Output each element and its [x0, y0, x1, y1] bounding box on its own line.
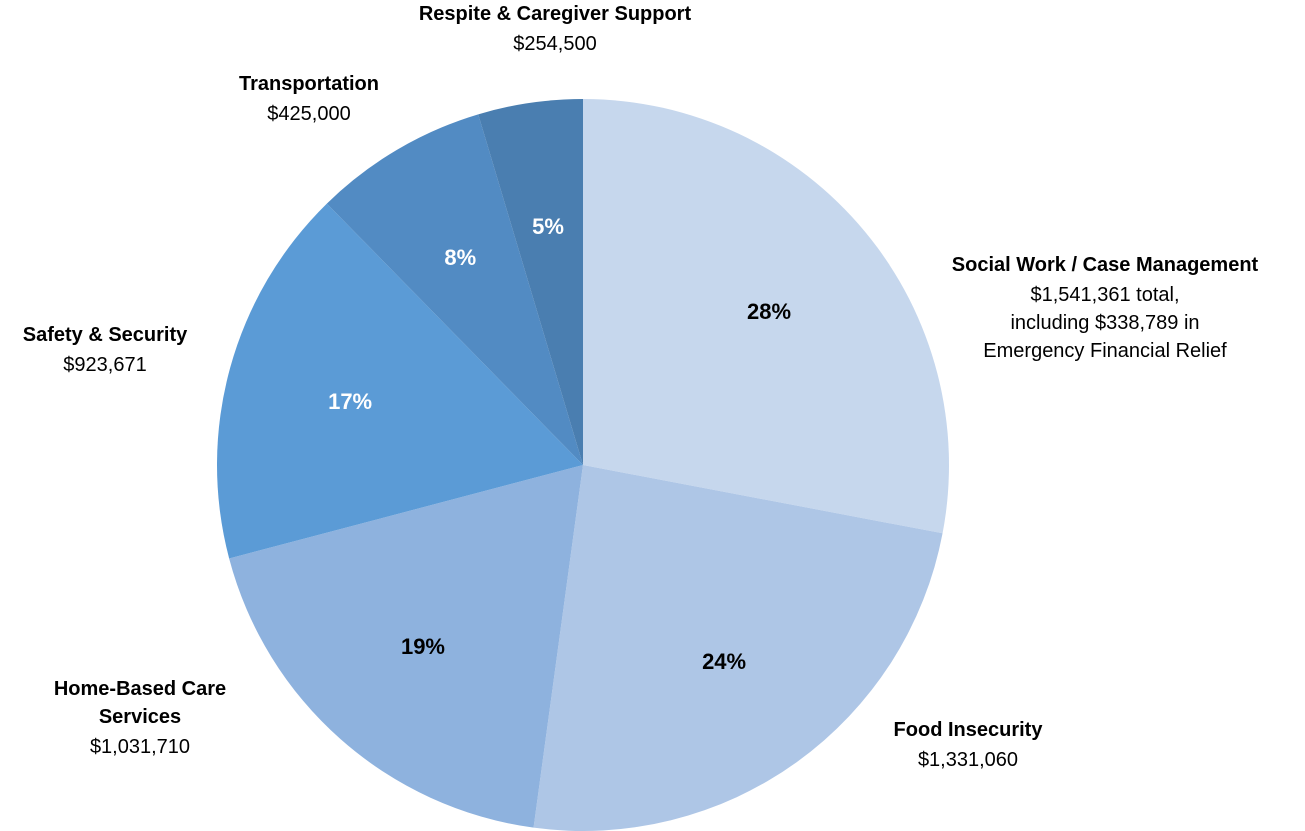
value-label: $1,331,060 [918, 749, 1018, 771]
value-label: $425,000 [267, 103, 350, 125]
category-labels: Social Work / Case Management $1,541,361 … [23, 3, 1259, 771]
value-label: $923,671 [63, 354, 146, 376]
value-label: $1,541,361 total, including $338,789 in Em… [983, 284, 1227, 362]
percent-label: 5% [532, 214, 564, 239]
pie-slice [478, 99, 583, 465]
category-label: Home-Based Care Services [54, 678, 226, 728]
value-label: $1,031,710 [90, 736, 190, 758]
pie-slice [533, 465, 943, 831]
percent-label: 17% [328, 389, 372, 414]
pie-slice [583, 99, 949, 534]
category-label: Respite & Caregiver Support [419, 3, 692, 25]
pie-slice [217, 203, 583, 559]
category-label: Social Work / Case Management [952, 254, 1259, 276]
category-label: Food Insecurity [894, 719, 1044, 741]
percent-label: 24% [702, 649, 746, 674]
pie-slice [326, 114, 583, 465]
percent-labels: 28% 24% 19% 17% 8% 5% [328, 214, 791, 674]
category-label: Transportation [239, 73, 379, 95]
percent-label: 8% [444, 245, 476, 270]
pie-slice [229, 465, 583, 828]
value-label: $254,500 [513, 33, 596, 55]
percent-label: 28% [747, 299, 791, 324]
pie-slices [217, 99, 949, 831]
percent-label: 19% [401, 634, 445, 659]
category-label: Safety & Security [23, 324, 188, 346]
